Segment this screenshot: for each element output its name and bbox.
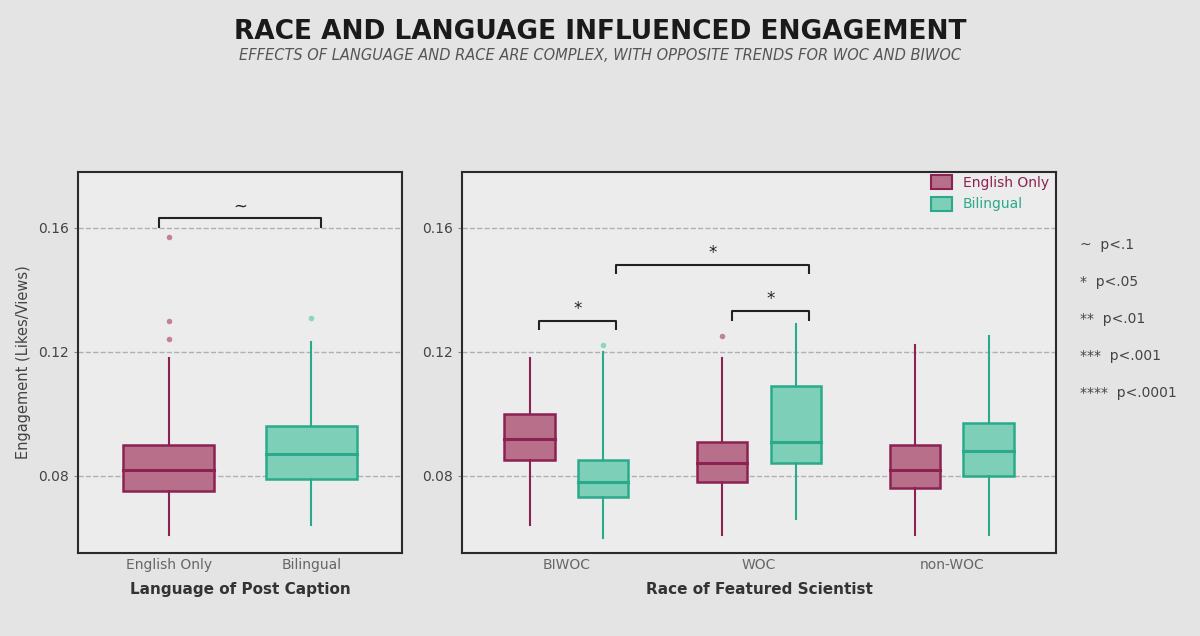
Bar [964,423,1014,476]
Bar [890,445,941,488]
X-axis label: Language of Post Caption: Language of Post Caption [130,582,350,597]
Text: *: * [767,290,775,308]
Text: RACE AND LANGUAGE INFLUENCED ENGAGEMENT: RACE AND LANGUAGE INFLUENCED ENGAGEMENT [234,19,966,45]
Text: *: * [574,300,582,317]
X-axis label: Race of Featured Scientist: Race of Featured Scientist [646,582,872,597]
Text: ~  p<.1: ~ p<.1 [1080,238,1134,252]
Text: ~: ~ [233,197,247,215]
Text: ***  p<.001: *** p<.001 [1080,349,1162,363]
Bar [504,413,554,460]
Text: EFFECTS OF LANGUAGE AND RACE ARE COMPLEX, WITH OPPOSITE TRENDS FOR WOC AND BIWOC: EFFECTS OF LANGUAGE AND RACE ARE COMPLEX… [239,48,961,63]
Bar [697,441,748,482]
Text: *: * [708,244,716,261]
Text: ****  p<.0001: **** p<.0001 [1080,386,1177,400]
Bar [124,445,214,491]
Bar [577,460,628,497]
Bar [770,386,821,464]
Text: *  p<.05: * p<.05 [1080,275,1138,289]
Text: **  p<.01: ** p<.01 [1080,312,1145,326]
Y-axis label: Engagement (Likes/Views): Engagement (Likes/Views) [16,266,31,459]
Bar [266,426,356,479]
Legend: English Only, Bilingual: English Only, Bilingual [931,175,1049,211]
